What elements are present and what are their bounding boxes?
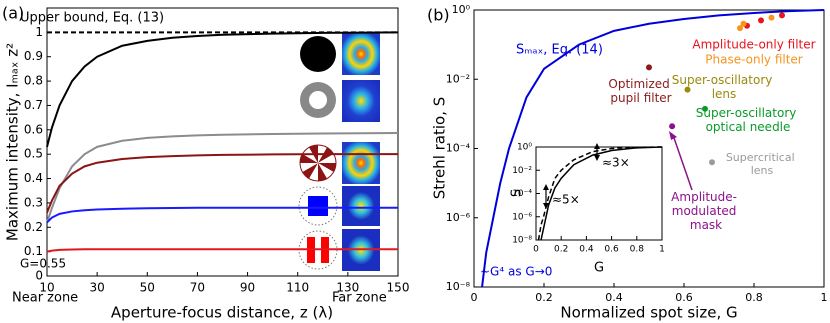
data-point [740, 20, 747, 27]
focal-patterns [342, 33, 380, 271]
series-line [46, 153, 398, 214]
x-tick-label: 90 [240, 281, 255, 295]
x-tick-label: 0.6 [675, 291, 693, 304]
data-point [758, 17, 764, 24]
series-label: Super-oscillatory optical needle [696, 106, 800, 134]
series-label: Sₘₐₓ, Eq. (14) [516, 43, 603, 58]
series-label: Amplitude- modulated mask [671, 190, 741, 232]
x-tick-label: 0.8 [630, 245, 645, 255]
x-tick-label: 0 [533, 245, 539, 255]
data-point [737, 25, 743, 32]
data-point [669, 123, 676, 130]
x-tick-label: 0.4 [605, 291, 623, 304]
annotation: ≈5× [552, 193, 580, 207]
x-tick-label: 70 [190, 281, 205, 295]
y-tick-label: 0.7 [24, 98, 43, 112]
x-tick-label: 0.2 [554, 245, 568, 255]
y-tick-label: 0.1 [24, 244, 43, 258]
x-tick-label: 30 [90, 281, 105, 295]
x-axis-label: Normalized spot size, G [560, 304, 737, 322]
chart: 0 0.2 0.4 0.6 0.8 1 10⁻⁸ 10⁻⁶ 10⁻⁴ 10⁻² 10⁰ G S ≈5× ≈3… [510, 143, 665, 276]
x-tick-label: 50 [140, 281, 155, 295]
series-label: Super-oscillatory lens [672, 73, 776, 101]
plot-frame [46, 7, 399, 277]
y-tick-label: 10⁻² [512, 166, 532, 176]
data-point [684, 86, 691, 93]
y-tick-label: 10⁰ [452, 3, 471, 16]
y-axis-label: Maximum intensity, Iₘₐₓ z² [4, 43, 22, 241]
series-line [481, 9, 825, 288]
x-tick-label: 1 [659, 245, 665, 255]
y-tick-label: 0.9 [24, 49, 43, 63]
y-tick-label: 0.6 [24, 122, 43, 136]
x-tick-label: 0 [471, 291, 478, 304]
x-axis-label: G [594, 261, 604, 276]
x-tick-label: 1 [821, 291, 828, 304]
x-tick-label: 0.2 [535, 291, 553, 304]
y-axis-label: Strehl ratio, S [431, 97, 449, 200]
series-label: Phase-only filter [705, 53, 803, 67]
series-label: Upper bound, Eq. (13) [20, 11, 164, 26]
y-axis-label: S [510, 189, 525, 197]
series-label: Optimized pupil filter [608, 77, 673, 105]
inset-background [504, 140, 670, 270]
annotation: Near zone [12, 291, 78, 306]
y-tick-label: 0.5 [24, 147, 43, 161]
y-tick-label: 0.4 [24, 171, 43, 185]
x-tick-label: 10 [39, 281, 54, 295]
annotation: ≈3× [602, 156, 630, 170]
y-tick-label: 10⁻⁶ [512, 212, 532, 222]
y-tick-label: 10⁻⁶ [446, 211, 471, 224]
x-tick-label: 0.6 [604, 245, 619, 255]
y-tick-label: 10⁻⁸ [446, 280, 471, 293]
y-tick-label: 0.8 [24, 74, 43, 88]
series-line [46, 31, 399, 148]
series-label: Supercritical lens [726, 151, 798, 177]
data-point [768, 14, 775, 21]
annotation: Far zone [332, 291, 387, 306]
x-axis-label: Aperture-focus distance, z (λ) [111, 304, 333, 322]
y-tick-label: 10⁻⁴ [512, 189, 532, 199]
series-line [540, 146, 663, 241]
y-tick-label: 10⁻⁴ [446, 142, 471, 155]
panel-label: (b) [427, 6, 450, 25]
y-tick-label: 10⁰ [517, 143, 532, 153]
y-tick-label: 10⁻⁸ [512, 236, 532, 246]
x-tick-label: 150 [387, 281, 410, 295]
series-line [46, 206, 398, 224]
annotation: G=0.55 [20, 257, 66, 271]
x-tick-label: 110 [286, 281, 309, 295]
data-point [702, 105, 708, 112]
x-tick-label: 0.4 [579, 245, 594, 255]
y-tick-label: 10⁻² [446, 72, 470, 85]
series-label: Amplitude-only filter [692, 38, 815, 52]
x-tick-label: 130 [336, 281, 359, 295]
data-point [646, 64, 652, 71]
annotation: ~G⁴ as G→0 [480, 265, 552, 279]
chart: 10 30 50 70 90 110 130 150 0 0.1 0.2 0.3 0.4 0.5 0.6 0.… [4, 7, 410, 322]
y-tick-label: 1 [35, 25, 43, 39]
chart: 0 0.2 0.4 0.6 0.8 1 10⁻⁸ 10⁻⁶ 10⁻⁴ 10⁻² 10⁰ Normali… [431, 3, 828, 322]
y-tick-label: 0.3 [24, 195, 43, 209]
data-point [779, 12, 785, 19]
y-tick-label: 0 [35, 269, 43, 283]
data-point [709, 159, 715, 166]
panel-label: (a) [2, 4, 24, 23]
x-tick-label: 0.8 [745, 291, 763, 304]
series-line [537, 146, 663, 241]
y-tick-label: 0.2 [24, 220, 43, 234]
series-line [46, 248, 398, 253]
